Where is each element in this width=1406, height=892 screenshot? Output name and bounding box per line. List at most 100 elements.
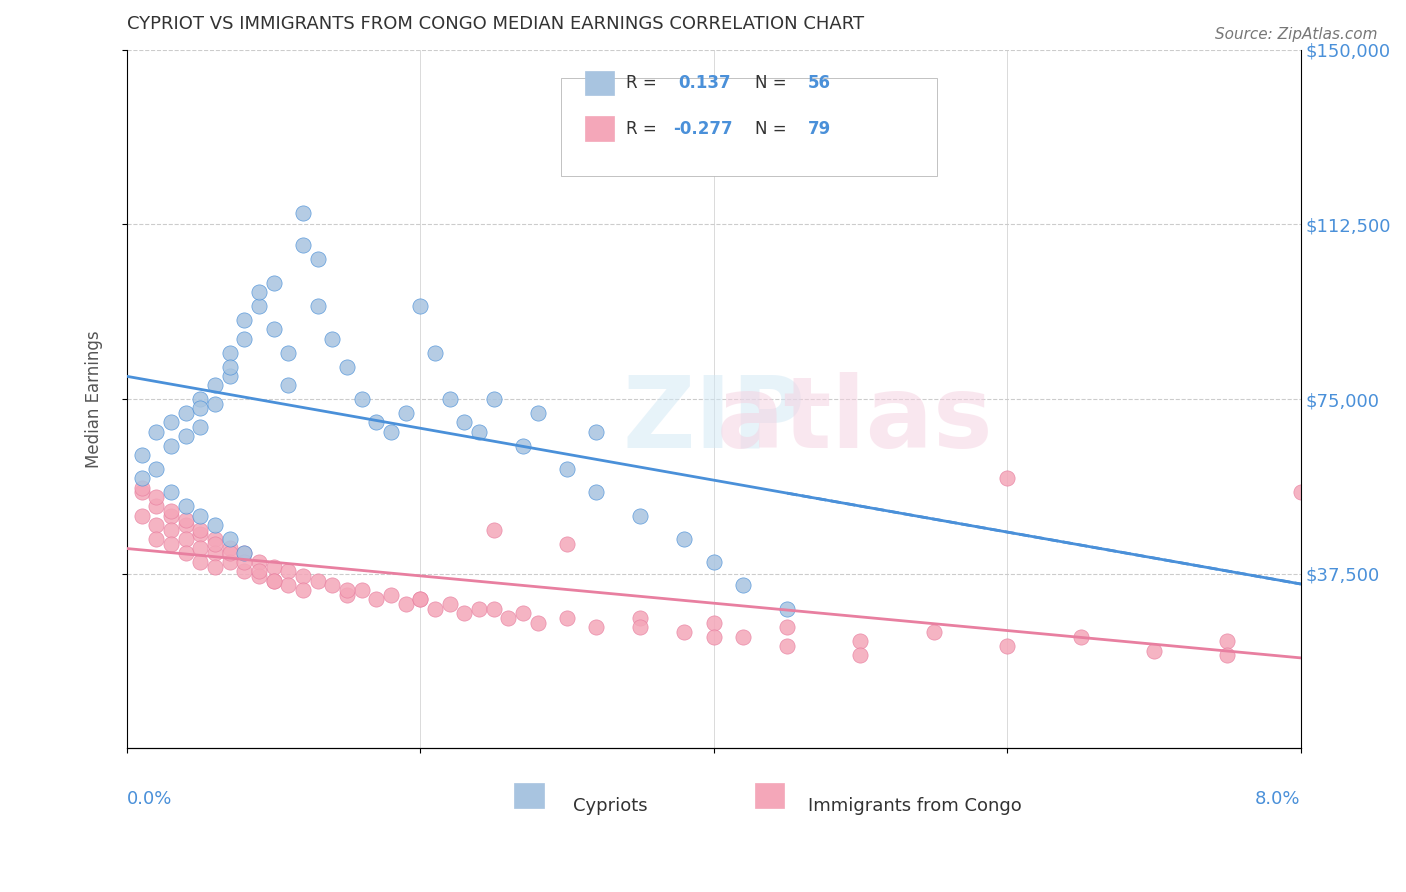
Point bbox=[673, 625, 696, 640]
Point bbox=[366, 592, 388, 607]
Point bbox=[174, 429, 197, 443]
Point bbox=[628, 508, 651, 523]
Point bbox=[174, 513, 197, 527]
Point bbox=[673, 532, 696, 546]
Point bbox=[204, 532, 226, 546]
Point bbox=[174, 406, 197, 420]
Text: 8.0%: 8.0% bbox=[1256, 790, 1301, 808]
Point bbox=[174, 500, 197, 514]
Point bbox=[218, 546, 240, 560]
Text: 79: 79 bbox=[807, 120, 831, 138]
Point bbox=[291, 206, 314, 220]
Text: CYPRIOT VS IMMIGRANTS FROM CONGO MEDIAN EARNINGS CORRELATION CHART: CYPRIOT VS IMMIGRANTS FROM CONGO MEDIAN … bbox=[127, 15, 865, 33]
Point bbox=[453, 416, 475, 430]
FancyBboxPatch shape bbox=[561, 78, 936, 176]
Text: N =: N = bbox=[755, 120, 792, 138]
Point bbox=[409, 592, 432, 607]
Text: 0.137: 0.137 bbox=[679, 74, 731, 93]
Point bbox=[145, 462, 167, 476]
Point bbox=[423, 345, 446, 359]
Point bbox=[628, 611, 651, 625]
Point bbox=[776, 601, 799, 615]
Point bbox=[145, 490, 167, 504]
Text: Source: ZipAtlas.com: Source: ZipAtlas.com bbox=[1215, 27, 1378, 42]
Point bbox=[233, 546, 256, 560]
Point bbox=[555, 611, 578, 625]
Point bbox=[423, 601, 446, 615]
Point bbox=[188, 523, 211, 537]
Point bbox=[263, 559, 285, 574]
Point bbox=[336, 583, 359, 598]
Point bbox=[776, 620, 799, 634]
Point bbox=[204, 378, 226, 392]
Point bbox=[131, 508, 153, 523]
Text: atlas: atlas bbox=[716, 372, 993, 468]
Point bbox=[218, 359, 240, 374]
Point bbox=[395, 597, 418, 611]
Point bbox=[247, 565, 270, 579]
Text: -0.277: -0.277 bbox=[672, 120, 733, 138]
Point bbox=[307, 299, 329, 313]
Text: 56: 56 bbox=[807, 74, 831, 93]
Point bbox=[233, 565, 256, 579]
Point bbox=[555, 462, 578, 476]
Point bbox=[218, 368, 240, 383]
Point bbox=[145, 517, 167, 532]
Point bbox=[849, 648, 872, 663]
Point bbox=[204, 559, 226, 574]
Point bbox=[160, 536, 183, 550]
Point bbox=[188, 401, 211, 416]
Point bbox=[482, 601, 505, 615]
Point bbox=[453, 607, 475, 621]
Point bbox=[468, 425, 491, 439]
Point bbox=[585, 620, 607, 634]
Point bbox=[174, 517, 197, 532]
Point bbox=[468, 601, 491, 615]
Point bbox=[233, 332, 256, 346]
Point bbox=[218, 345, 240, 359]
Point bbox=[160, 439, 183, 453]
Point bbox=[204, 397, 226, 411]
Point bbox=[277, 378, 299, 392]
Point bbox=[247, 555, 270, 569]
Point bbox=[160, 504, 183, 518]
Point bbox=[263, 276, 285, 290]
Point bbox=[174, 546, 197, 560]
Point bbox=[482, 523, 505, 537]
Point bbox=[350, 392, 373, 406]
Point bbox=[291, 583, 314, 598]
Point bbox=[233, 313, 256, 327]
Bar bbox=[585, 70, 614, 95]
Point bbox=[277, 578, 299, 592]
Point bbox=[188, 508, 211, 523]
Bar bbox=[585, 116, 614, 141]
Point bbox=[585, 425, 607, 439]
Text: N =: N = bbox=[755, 74, 792, 93]
Text: 0.0%: 0.0% bbox=[127, 790, 173, 808]
Point bbox=[380, 588, 402, 602]
Point bbox=[1216, 648, 1239, 663]
Point bbox=[131, 448, 153, 462]
Point bbox=[204, 536, 226, 550]
Point bbox=[1289, 485, 1312, 500]
Y-axis label: Median Earnings: Median Earnings bbox=[86, 330, 103, 468]
Point bbox=[204, 517, 226, 532]
Point bbox=[174, 532, 197, 546]
Point bbox=[995, 471, 1018, 485]
Point bbox=[849, 634, 872, 648]
Bar bbox=[755, 783, 785, 808]
Point bbox=[307, 574, 329, 588]
Point bbox=[204, 546, 226, 560]
Point bbox=[395, 406, 418, 420]
Point bbox=[131, 471, 153, 485]
Point bbox=[703, 630, 725, 644]
Point bbox=[526, 406, 548, 420]
Point bbox=[409, 592, 432, 607]
Point bbox=[380, 425, 402, 439]
Point bbox=[145, 500, 167, 514]
Point bbox=[350, 583, 373, 598]
Point bbox=[145, 425, 167, 439]
Point bbox=[703, 555, 725, 569]
Point bbox=[776, 639, 799, 653]
Point bbox=[160, 508, 183, 523]
